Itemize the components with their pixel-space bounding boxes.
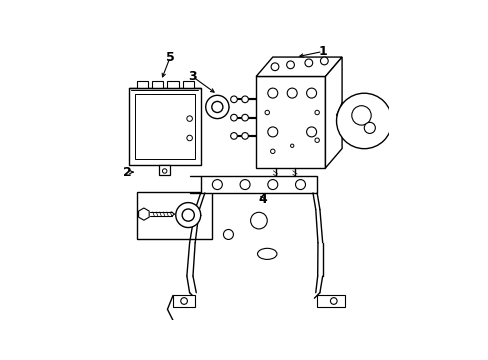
Circle shape bbox=[270, 149, 274, 153]
Circle shape bbox=[267, 88, 277, 98]
Circle shape bbox=[230, 96, 237, 103]
Polygon shape bbox=[317, 296, 344, 306]
Bar bbox=[137, 192, 211, 239]
Text: 1: 1 bbox=[318, 45, 326, 58]
Polygon shape bbox=[183, 81, 193, 87]
Circle shape bbox=[241, 96, 248, 103]
Text: 3: 3 bbox=[188, 70, 196, 83]
Polygon shape bbox=[128, 87, 200, 165]
Circle shape bbox=[314, 138, 319, 143]
Polygon shape bbox=[159, 165, 170, 175]
Text: 2: 2 bbox=[122, 166, 131, 179]
Polygon shape bbox=[256, 76, 325, 168]
Circle shape bbox=[182, 209, 194, 221]
Text: 5: 5 bbox=[165, 50, 174, 64]
Circle shape bbox=[320, 57, 327, 65]
Circle shape bbox=[351, 106, 370, 125]
Polygon shape bbox=[135, 94, 194, 159]
Circle shape bbox=[181, 298, 187, 304]
Circle shape bbox=[364, 122, 375, 134]
Circle shape bbox=[306, 127, 316, 137]
Circle shape bbox=[330, 298, 336, 304]
Circle shape bbox=[290, 144, 293, 148]
Polygon shape bbox=[167, 81, 178, 87]
Circle shape bbox=[186, 116, 192, 121]
Circle shape bbox=[286, 61, 294, 69]
Circle shape bbox=[175, 203, 200, 228]
Circle shape bbox=[264, 110, 269, 115]
Circle shape bbox=[336, 93, 391, 149]
Polygon shape bbox=[137, 81, 148, 87]
Circle shape bbox=[267, 127, 277, 137]
Circle shape bbox=[267, 180, 277, 190]
Circle shape bbox=[230, 132, 237, 139]
Circle shape bbox=[286, 88, 297, 98]
Circle shape bbox=[211, 102, 223, 112]
Circle shape bbox=[205, 95, 228, 118]
Circle shape bbox=[241, 132, 248, 139]
Polygon shape bbox=[138, 208, 149, 220]
Circle shape bbox=[212, 180, 222, 190]
Circle shape bbox=[295, 180, 305, 190]
Circle shape bbox=[240, 180, 249, 190]
Circle shape bbox=[230, 114, 237, 121]
Circle shape bbox=[270, 63, 278, 71]
Text: 4: 4 bbox=[258, 193, 267, 206]
Circle shape bbox=[223, 229, 233, 239]
Circle shape bbox=[162, 169, 166, 173]
Ellipse shape bbox=[257, 248, 276, 260]
Polygon shape bbox=[325, 57, 342, 168]
Circle shape bbox=[250, 212, 267, 229]
Polygon shape bbox=[200, 176, 317, 193]
Circle shape bbox=[305, 59, 312, 67]
Circle shape bbox=[314, 110, 319, 115]
Circle shape bbox=[306, 88, 316, 98]
Circle shape bbox=[241, 114, 248, 121]
Polygon shape bbox=[256, 57, 342, 76]
Circle shape bbox=[186, 135, 192, 141]
Polygon shape bbox=[152, 81, 163, 87]
Polygon shape bbox=[173, 296, 195, 306]
